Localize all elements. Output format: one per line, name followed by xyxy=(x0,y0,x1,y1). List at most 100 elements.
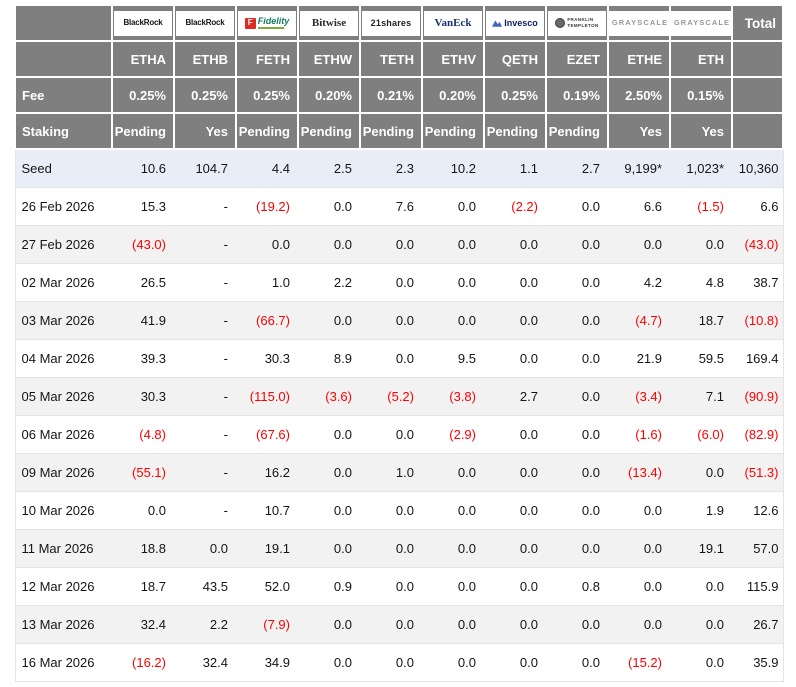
value-cell: 0.0 xyxy=(298,529,360,568)
row-label: 12 Mar 2026 xyxy=(14,567,112,606)
provider-cell-ETHV: VanEck xyxy=(421,4,485,42)
staking-ETHA: Pending xyxy=(111,112,175,150)
value-cell: (4.8) xyxy=(112,415,174,454)
ticker-ETHV: ETHV xyxy=(421,40,485,78)
value-cell: - xyxy=(174,339,236,378)
table-row: 05 Mar 2026 30.3- (115.0) (3.6) (5.2) (3.8) 2… xyxy=(14,377,784,416)
value-cell: 4.8 xyxy=(670,263,732,302)
fee-ETHW: 0.20% xyxy=(297,76,361,114)
fee-ETHA: 0.25% xyxy=(111,76,175,114)
table-row: 06 Mar 2026 (4.8) - (67.6) 0.0 0.0 (2.9) 0.0 0.… xyxy=(14,415,784,454)
value-cell: - xyxy=(174,491,236,530)
value-cell: 0.0 xyxy=(546,301,608,340)
provider-cell-EZET: FRANKLIN TEMPLETON xyxy=(545,4,609,42)
value-cell: (3.6) xyxy=(298,377,360,416)
value-cell: 10.6 xyxy=(112,149,174,188)
staking-TETH: Pending xyxy=(359,112,423,150)
blackrock-logo: BlackRock xyxy=(114,10,172,36)
invesco-mountain-icon xyxy=(492,20,503,27)
value-cell: - xyxy=(174,301,236,340)
value-cell: 0.0 xyxy=(422,225,484,264)
value-cell: 26.5 xyxy=(112,263,174,302)
value-cell: - xyxy=(174,225,236,264)
provider-cell-ETHA: BlackRock xyxy=(111,4,175,42)
value-cell: 0.0 xyxy=(484,225,546,264)
provider-cell-ETHW: Bitwise xyxy=(297,4,361,42)
staking-row: Staking Pending Yes Pending Pending Pending P… xyxy=(14,112,784,150)
row-label: 26 Feb 2026 xyxy=(14,187,112,226)
value-cell: (2.9) xyxy=(422,415,484,454)
value-cell: 0.0 xyxy=(608,529,670,568)
table-row: 12 Mar 2026 18.7 43.5 52.0 0.9 0.0 0.0 0.0 0.8 0… xyxy=(14,567,784,606)
value-cell: 21.9 xyxy=(608,339,670,378)
staking-ETHV: Pending xyxy=(421,112,485,150)
fee-EZET: 0.19% xyxy=(545,76,609,114)
value-cell: (4.7) xyxy=(608,301,670,340)
value-cell: 15.3 xyxy=(112,187,174,226)
ticker-QETH: QETH xyxy=(483,40,547,78)
value-cell: - xyxy=(174,453,236,492)
provider-cell-ETHB: BlackRock xyxy=(173,4,237,42)
value-cell: 32.4 xyxy=(112,605,174,644)
vaneck-logo: VanEck xyxy=(424,10,482,36)
value-cell: 0.0 xyxy=(484,453,546,492)
value-cell: 0.0 xyxy=(546,187,608,226)
value-cell: 16.2 xyxy=(236,453,298,492)
value-cell: 0.9 xyxy=(298,567,360,606)
value-cell: 0.0 xyxy=(236,225,298,264)
table-header: BlackRock BlackRock F Fidelity Bitwise 21shar… xyxy=(14,4,784,150)
value-cell: 0.0 xyxy=(670,643,732,682)
ticker-EZET: EZET xyxy=(545,40,609,78)
value-cell: (3.4) xyxy=(608,377,670,416)
value-cell: 0.0 xyxy=(298,225,360,264)
value-cell: 1.0 xyxy=(236,263,298,302)
value-cell: 2.5 xyxy=(298,149,360,188)
value-cell: 0.0 xyxy=(484,339,546,378)
table-row: 10 Mar 2026 0.0-10.7 0.0 0.0 0.0 0.0 0.0 0.0 1.… xyxy=(14,491,784,530)
value-cell: 2.2 xyxy=(174,605,236,644)
bitwise-logo: Bitwise xyxy=(300,10,358,36)
value-cell: (13.4) xyxy=(608,453,670,492)
staking-total-blank xyxy=(731,112,784,150)
total-cell: (10.8) xyxy=(732,301,784,340)
value-cell: 0.0 xyxy=(422,567,484,606)
total-cell: (51.3) xyxy=(732,453,784,492)
row-label: 05 Mar 2026 xyxy=(14,377,112,416)
value-cell: 0.0 xyxy=(298,491,360,530)
value-cell: 0.0 xyxy=(546,415,608,454)
ticker-total-blank xyxy=(731,40,784,78)
value-cell: 18.7 xyxy=(112,567,174,606)
total-cell: 12.6 xyxy=(732,491,784,530)
value-cell: 0.0 xyxy=(546,491,608,530)
table-row: 04 Mar 2026 39.3-30.3 8.9 0.0 9.5 0.0 0.0 21.9… xyxy=(14,339,784,378)
ticker-TETH: TETH xyxy=(359,40,423,78)
value-cell: 8.9 xyxy=(298,339,360,378)
value-cell: 0.0 xyxy=(360,491,422,530)
value-cell: 30.3 xyxy=(112,377,174,416)
franklin-seal-icon xyxy=(555,18,566,28)
invesco-logo: Invesco xyxy=(486,10,544,36)
provider-cell-ETH: GRAYSCALE xyxy=(669,4,733,42)
value-cell: 0.0 xyxy=(546,225,608,264)
value-cell: 18.7 xyxy=(670,301,732,340)
value-cell: 0.0 xyxy=(546,605,608,644)
value-cell: (7.9) xyxy=(236,605,298,644)
fee-total-blank xyxy=(731,76,784,114)
value-cell: 6.6 xyxy=(608,187,670,226)
value-cell: 0.0 xyxy=(422,605,484,644)
fee-row: Fee 0.25% 0.25% 0.25% 0.20% 0.21% 0.20% 0.25% 0… xyxy=(14,76,784,114)
value-cell: 0.0 xyxy=(360,415,422,454)
table-row: 27 Feb 2026 (43.0) -0.0 0.0 0.0 0.0 0.0 0.0 0.0… xyxy=(14,225,784,264)
value-cell: 0.0 xyxy=(546,643,608,682)
value-cell: 0.0 xyxy=(670,225,732,264)
value-cell: 0.0 xyxy=(422,301,484,340)
total-cell: 35.9 xyxy=(732,643,784,682)
value-cell: (55.1) xyxy=(112,453,174,492)
fidelity-tagline-bar xyxy=(257,27,284,29)
value-cell: 0.0 xyxy=(546,453,608,492)
value-cell: 0.0 xyxy=(546,339,608,378)
value-cell: 1,023* xyxy=(670,149,732,188)
value-cell: 1.1 xyxy=(484,149,546,188)
value-cell: 0.0 xyxy=(298,301,360,340)
table-row: 03 Mar 2026 41.9- (66.7) 0.0 0.0 0.0 0.0 0.0 (4… xyxy=(14,301,784,340)
